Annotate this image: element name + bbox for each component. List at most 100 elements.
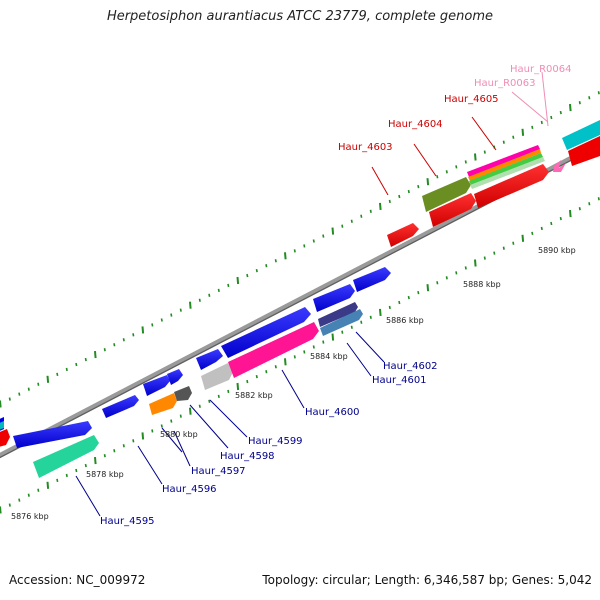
tick-mark [141, 326, 145, 334]
feature-steel[interactable] [320, 309, 363, 336]
tick-mark [122, 444, 125, 448]
tick-mark [141, 432, 145, 440]
gene-haur-4600[interactable] [221, 307, 311, 358]
tick-mark [198, 404, 201, 408]
feature-stripe-green[interactable] [469, 153, 543, 185]
label-haur-4595: Haur_4595 [100, 516, 155, 527]
gene-haur-4596[interactable] [102, 395, 139, 418]
tick-mark [303, 350, 306, 354]
tick-mark [322, 340, 325, 344]
kbp-label: 5890 kbp [538, 246, 576, 255]
other-features [0, 120, 600, 478]
tick-mark [265, 264, 268, 268]
tick-mark [455, 165, 458, 169]
topology-text: Topology: circular; Length: 6,346,587 bp… [262, 573, 592, 587]
kbp-label: 5878 kbp [86, 470, 124, 479]
tick-mark [46, 481, 50, 489]
gene-haur-4603[interactable] [387, 223, 419, 247]
feature-teal-left[interactable] [33, 435, 99, 478]
label-haur-4600: Haur_4600 [305, 407, 360, 418]
feature-grey-light[interactable] [201, 363, 233, 390]
tick-mark [0, 400, 2, 408]
tick-mark [350, 219, 353, 223]
feature-left-teal[interactable] [0, 421, 4, 431]
tick-mark [151, 429, 154, 433]
feature-cyan-right[interactable] [562, 120, 600, 150]
tick-mark [502, 140, 505, 144]
tick-mark [569, 210, 572, 218]
tick-mark [531, 125, 534, 130]
tick-mark [455, 271, 458, 275]
tick-mark [236, 276, 240, 285]
tick-mark [398, 194, 401, 199]
tick-mark [217, 394, 220, 399]
tick-mark [464, 160, 467, 164]
gene-haur-4605[interactable] [474, 164, 549, 208]
gene-haur-4599[interactable] [196, 349, 223, 370]
tick-mark [246, 379, 249, 384]
feature-stripe-magenta[interactable] [467, 145, 540, 177]
gene-labels: Haur_4595 Haur_4596 Haur_4597 Haur_4598 … [100, 64, 572, 527]
gene-haur-r0063[interactable] [553, 160, 566, 172]
tick-mark [274, 259, 277, 263]
tick-mark [388, 199, 391, 204]
gene-haur-4597b[interactable] [167, 369, 183, 385]
tick-mark [360, 320, 363, 324]
tick-mark [331, 227, 335, 235]
gene-haur-4597[interactable] [143, 375, 170, 396]
tick-mark [27, 493, 30, 497]
tick-mark [398, 300, 401, 305]
tick-mark [65, 367, 68, 372]
tick-mark [483, 150, 486, 154]
tick-mark [464, 266, 467, 270]
feature-red-right[interactable] [568, 136, 600, 166]
tick-mark [360, 214, 363, 218]
tick-mark [27, 387, 30, 391]
feature-navy[interactable] [318, 302, 358, 327]
tick-mark [94, 457, 97, 465]
kbp-label: 5876 kbp [11, 512, 49, 521]
tick-mark [445, 170, 448, 174]
tick-mark [436, 281, 439, 285]
tick-mark [160, 424, 163, 428]
tick-mark [474, 259, 477, 267]
tick-mark [407, 189, 410, 194]
feature-orange[interactable] [149, 393, 177, 415]
tick-mark [550, 115, 553, 120]
tick-mark [255, 374, 258, 379]
tick-mark [293, 355, 296, 359]
tick-mark [379, 202, 382, 210]
tick-mark [540, 120, 543, 125]
tick-mark [588, 96, 591, 100]
scale-labels: 5876 kbp 5878 kbp 5880 kbp 5882 kbp 5884… [11, 246, 576, 521]
tick-mark [18, 498, 21, 502]
tick-mark [569, 104, 572, 112]
label-haur-4601: Haur_4601 [372, 375, 427, 386]
tick-mark [274, 365, 277, 369]
feature-stripe-orange[interactable] [468, 149, 541, 181]
tick-mark [189, 407, 192, 415]
tick-mark [84, 357, 87, 362]
tick-mark [417, 290, 420, 295]
tick-mark [103, 348, 106, 352]
tick-mark [122, 338, 125, 342]
feature-grey-dark[interactable] [174, 386, 192, 401]
feature-pink[interactable] [228, 322, 319, 378]
kbp-label: 5886 kbp [386, 316, 424, 325]
tick-mark [236, 382, 240, 391]
kbp-label: 5880 kbp [160, 430, 198, 439]
feature-left-red[interactable] [0, 429, 10, 448]
label-haur-r0063: Haur_R0063 [474, 78, 536, 89]
tick-mark [84, 463, 87, 468]
gene-haur-4604[interactable] [429, 193, 476, 227]
tick-mark [588, 202, 591, 206]
gene-haur-4595[interactable] [13, 421, 92, 448]
feature-stripe-light[interactable] [470, 157, 545, 189]
feature-olive[interactable] [422, 177, 471, 212]
tick-mark [0, 506, 2, 514]
gene-haur-4602[interactable] [353, 267, 391, 292]
gene-haur-4601[interactable] [313, 284, 355, 312]
tick-mark [331, 333, 335, 341]
label-haur-4604: Haur_4604 [388, 119, 443, 130]
